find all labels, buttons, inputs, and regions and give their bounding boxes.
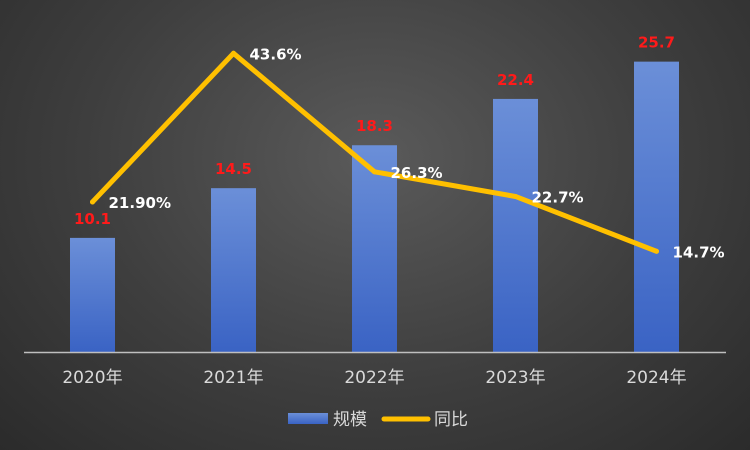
bar-0 — [70, 237, 115, 352]
bar-value-label: 25.7 — [638, 34, 675, 52]
growth-value-label: 21.90% — [109, 194, 171, 212]
growth-point — [372, 169, 377, 175]
line-data-labels: 21.90% 43.6% 26.3% 22.7% 14.7% — [109, 45, 725, 261]
x-tick-label: 2022年 — [344, 368, 404, 388]
growth-point — [231, 50, 236, 56]
bar-1 — [211, 188, 256, 352]
growth-point — [90, 199, 95, 205]
bar-series — [70, 61, 679, 353]
legend-bar-label: 规模 — [333, 410, 367, 430]
growth-value-label: 22.7% — [532, 188, 584, 206]
growth-point — [513, 193, 518, 199]
growth-value-label: 14.7% — [673, 243, 725, 261]
growth-value-label: 43.6% — [250, 45, 302, 63]
legend-line-label: 同比 — [434, 410, 468, 430]
bar-value-label: 18.3 — [356, 117, 393, 135]
bar-2 — [352, 145, 397, 352]
bar-4 — [634, 61, 679, 353]
x-tick-label: 2023年 — [485, 368, 545, 388]
x-tick-label: 2021年 — [203, 368, 263, 388]
growth-point — [654, 248, 659, 254]
bar-value-label: 10.1 — [74, 210, 111, 228]
x-axis-tick-labels: 2020年 2021年 2022年 2023年 2024年 — [62, 368, 686, 388]
legend: 规模 同比 — [288, 410, 468, 430]
bar-value-label: 14.5 — [215, 160, 252, 178]
x-tick-label: 2020年 — [62, 368, 122, 388]
growth-value-label: 26.3% — [391, 164, 443, 182]
bar-data-labels: 10.1 14.5 18.3 22.4 25.7 — [74, 34, 675, 228]
legend-bar-swatch — [288, 413, 328, 424]
bar-value-label: 22.4 — [497, 71, 534, 89]
bar-3 — [493, 98, 538, 352]
x-tick-label: 2024年 — [626, 368, 686, 388]
line-series — [90, 50, 659, 254]
